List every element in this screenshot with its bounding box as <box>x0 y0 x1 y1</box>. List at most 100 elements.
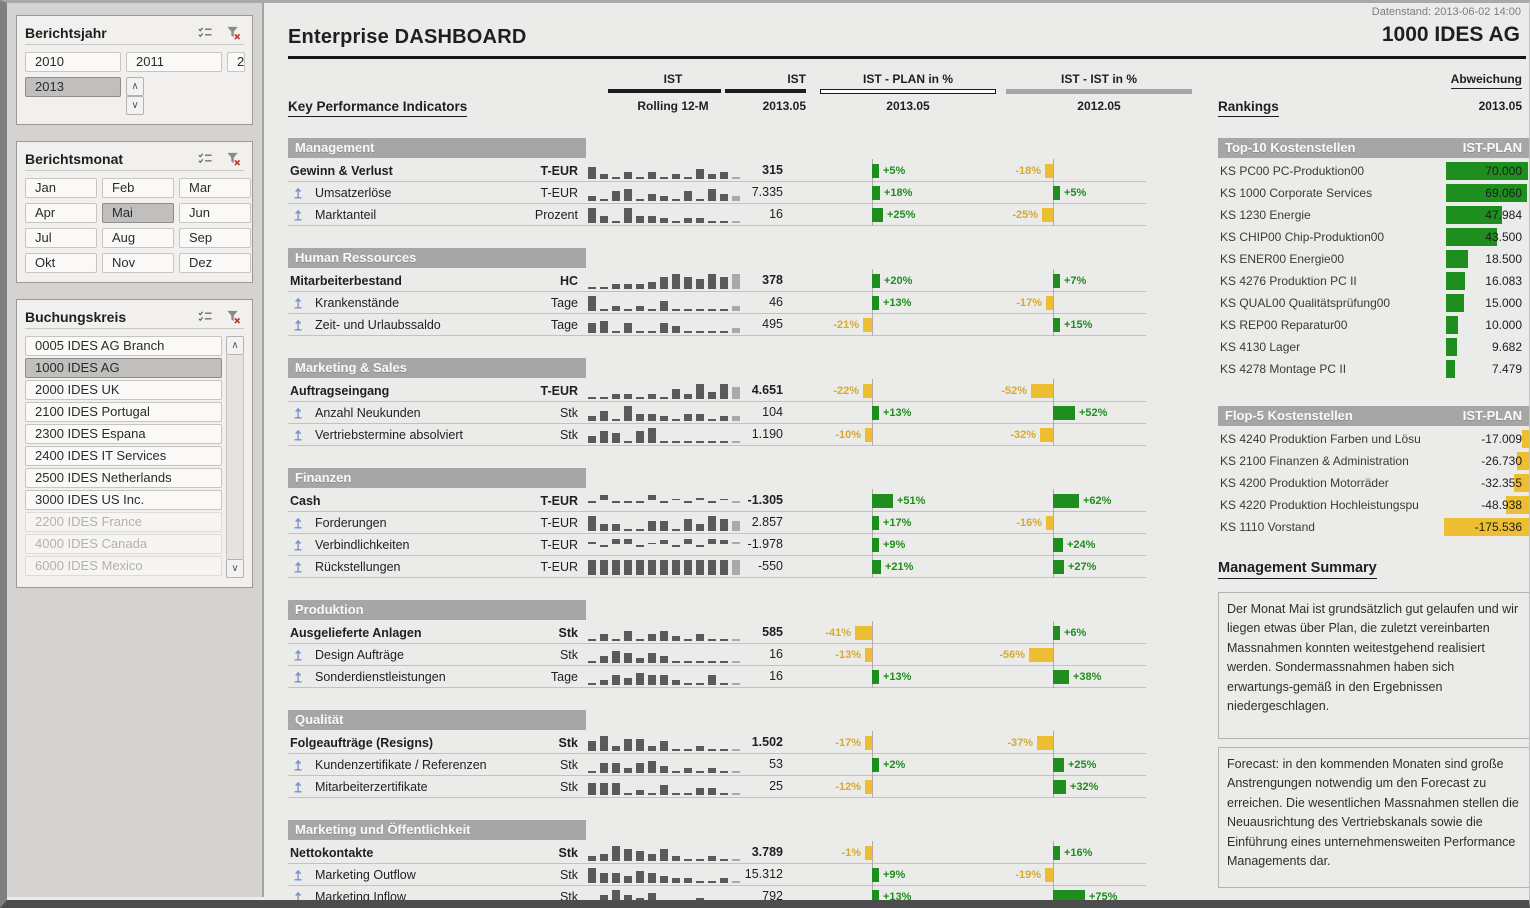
pct-label: -21% <box>833 319 859 331</box>
kpi-plan-cell: +9% <box>784 863 960 886</box>
pct-label: +27% <box>1068 561 1097 573</box>
drill-up-icon[interactable] <box>292 758 307 772</box>
slicer-item-okt[interactable]: Okt <box>25 253 97 273</box>
drill-up-icon[interactable] <box>292 516 307 530</box>
kpi-value: -1.305 <box>747 493 783 507</box>
slicer-item-nov[interactable]: Nov <box>102 253 174 273</box>
slicer-item-2011[interactable]: 2011 <box>126 52 222 72</box>
kpi-istist-cell: +27% <box>960 555 1146 578</box>
kpi-unit: Tage <box>550 317 578 332</box>
ranking-label: KS 2100 Finanzen & Administration <box>1220 454 1409 468</box>
ranking-row: KS PC00 PC-Produktion00 70.000 <box>1218 160 1529 182</box>
clear-filter-icon[interactable] <box>224 151 244 167</box>
pct-label: +75% <box>1089 891 1118 903</box>
slicer-item-mai[interactable]: Mai <box>102 203 174 223</box>
slicer-item-3000-ides-us-inc-[interactable]: 3000 IDES US Inc. <box>25 490 222 510</box>
kpi-sparkline <box>588 293 748 311</box>
drill-up-icon[interactable] <box>292 406 307 420</box>
slicer-item-jul[interactable]: Jul <box>25 228 97 248</box>
kpi-sparkline <box>588 645 748 663</box>
slicer-item-dez[interactable]: Dez <box>179 253 251 273</box>
slicer-item-mar[interactable]: Mar <box>179 178 251 198</box>
drill-up-icon[interactable] <box>292 648 307 662</box>
clear-filter-icon[interactable] <box>224 25 244 41</box>
drill-up-icon[interactable] <box>292 318 307 332</box>
company-list-scrollbar[interactable]: ∧ ∨ <box>226 336 244 578</box>
scroll-down-button[interactable]: ∨ <box>226 559 244 578</box>
pct-label: -37% <box>1007 737 1033 749</box>
slicer-item-jun[interactable]: Jun <box>179 203 251 223</box>
scrollbar-track[interactable] <box>226 355 244 559</box>
drill-up-icon[interactable] <box>292 186 307 200</box>
pct-axis-line <box>1053 423 1054 446</box>
slicer-item-feb[interactable]: Feb <box>102 178 174 198</box>
drill-up-icon[interactable] <box>292 296 307 310</box>
slicer-item-2400-ides-it-services[interactable]: 2400 IDES IT Services <box>25 446 222 466</box>
multi-select-icon[interactable] <box>196 309 216 325</box>
scroll-down-button[interactable]: ∨ <box>126 96 144 115</box>
kpi-label: Anzahl Neukunden <box>315 405 421 420</box>
negative-bar <box>865 780 872 794</box>
slicer-item-2300-ides-espana[interactable]: 2300 IDES Espana <box>25 424 222 444</box>
slicer-item-2012[interactable]: 2012 <box>227 52 245 72</box>
slicer-title-buchungskreis: Buchungskreis <box>25 308 127 325</box>
ranking-bar-positive <box>1446 316 1458 334</box>
kpi-spark-cell: 1.502 <box>586 732 784 754</box>
kpi-plan-cell: +2% <box>784 753 960 776</box>
kpi-istist-cell: +52% <box>960 401 1146 424</box>
slicer-item-apr[interactable]: Apr <box>25 203 97 223</box>
kpi-unit: Stk <box>559 647 578 662</box>
kpi-label: Sonderdienstleistungen <box>315 669 446 684</box>
pct-label: +24% <box>1067 539 1096 551</box>
slicer-item-0005-ides-ag-branch[interactable]: 0005 IDES AG Branch <box>25 336 222 356</box>
kpi-spark-cell: 495 <box>586 314 784 336</box>
drill-up-icon[interactable] <box>292 428 307 442</box>
slicer-item-2100-ides-portugal[interactable]: 2100 IDES Portugal <box>25 402 222 422</box>
slicer-item-1000-ides-ag[interactable]: 1000 IDES AG <box>25 358 222 378</box>
drill-up-icon[interactable] <box>292 670 307 684</box>
pct-label: +13% <box>883 407 912 419</box>
flop5-title: Flop-5 Kostenstellen <box>1225 408 1353 423</box>
slicer-item-2000-ides-uk[interactable]: 2000 IDES UK <box>25 380 222 400</box>
kpi-spark-cell: 585 <box>586 622 784 644</box>
drill-up-icon[interactable] <box>292 208 307 222</box>
kpi-sparkline <box>588 183 748 201</box>
kpi-unit: T-EUR <box>540 185 579 200</box>
clear-filter-icon[interactable] <box>224 309 244 325</box>
scroll-up-button[interactable]: ∧ <box>226 336 244 355</box>
pct-label: +51% <box>897 495 926 507</box>
pct-axis-line <box>1053 511 1054 534</box>
drill-up-icon[interactable] <box>292 780 307 794</box>
drill-up-icon[interactable] <box>292 890 307 900</box>
istist-col-underline <box>1006 89 1192 94</box>
kpi-label: Umsatzerlöse <box>315 185 392 200</box>
kpi-table: Management Gewinn & Verlust T-EUR 315 +5% -18… <box>288 138 1192 903</box>
ranking-bar-negative <box>1444 518 1529 536</box>
drill-up-icon[interactable] <box>292 868 307 882</box>
kpi-row: Mitarbeiterbestand HC 378 +20% +7% <box>288 269 1192 292</box>
slicer-item-2010[interactable]: 2010 <box>25 52 121 72</box>
drill-up-icon[interactable] <box>292 538 307 552</box>
drill-up-glyph <box>294 407 302 418</box>
drill-up-icon[interactable] <box>292 560 307 574</box>
slicer-item-2500-ides-netherlands[interactable]: 2500 IDES Netherlands <box>25 468 222 488</box>
kpi-istist-cell: +5% <box>960 181 1146 204</box>
kpi-spark-cell: 1.190 <box>586 424 784 446</box>
pct-axis-line <box>872 379 873 402</box>
slicer-item-sep[interactable]: Sep <box>179 228 251 248</box>
multi-select-icon[interactable] <box>196 25 216 41</box>
slicer-item-jan[interactable]: Jan <box>25 178 97 198</box>
multi-select-icon[interactable] <box>196 151 216 167</box>
kpi-row: Zeit- und Urlaubssaldo Tage 495 -21% +15% <box>288 313 1192 336</box>
pct-label: +13% <box>883 671 912 683</box>
slicer-item-2013[interactable]: 2013 <box>25 77 121 97</box>
kpi-row: Anzahl Neukunden Stk 104 +13% +52% <box>288 401 1192 424</box>
kpi-label: Marktanteil <box>315 207 377 222</box>
ranking-value: 18.500 <box>1485 252 1522 266</box>
slicer-item-aug[interactable]: Aug <box>102 228 174 248</box>
scroll-up-button[interactable]: ∧ <box>126 77 144 96</box>
kpi-sparkline <box>588 513 748 531</box>
kpi-label: Ausgelieferte Anlagen <box>290 625 422 640</box>
ranking-row: KS 2100 Finanzen & Administration -26.730 <box>1218 450 1529 472</box>
pct-label: +9% <box>883 539 906 551</box>
